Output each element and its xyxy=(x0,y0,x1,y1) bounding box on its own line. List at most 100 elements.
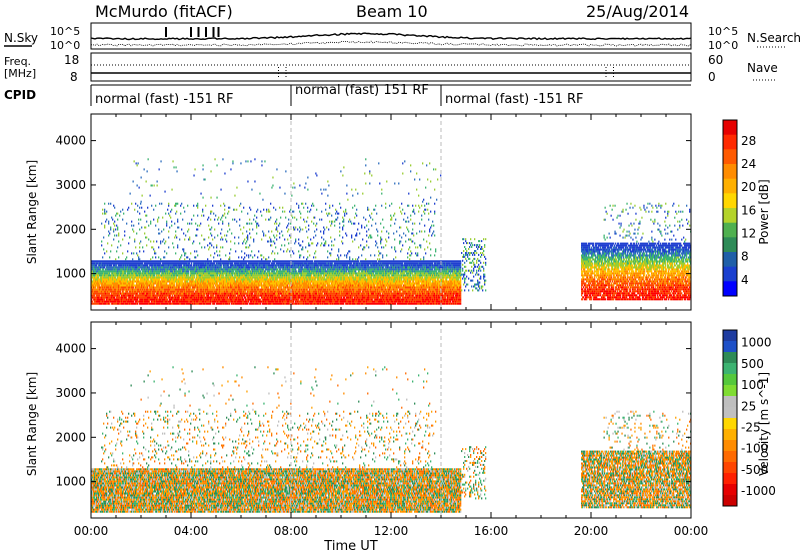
scatter-cell xyxy=(295,268,296,270)
scatter-cell xyxy=(157,297,158,299)
scatter-cell xyxy=(104,299,105,301)
scatter-cell xyxy=(179,287,180,289)
cpid-label: CPID xyxy=(4,88,36,102)
scatter-cell xyxy=(96,264,97,266)
scatter-cell xyxy=(204,295,205,297)
scatter-cell xyxy=(134,279,135,281)
scatter-cell xyxy=(208,295,209,297)
scatter-cell xyxy=(252,293,253,295)
scatter-cell xyxy=(95,287,96,289)
scatter-cell xyxy=(235,295,236,297)
beam-label: Beam 10 xyxy=(356,2,428,21)
scatter-cell xyxy=(269,270,270,272)
scatter-cell xyxy=(244,295,245,297)
scatter-cell xyxy=(104,266,105,268)
scatter-cell xyxy=(125,272,126,274)
scatter-cell xyxy=(258,287,259,289)
scatter-cell xyxy=(127,291,128,293)
scatter-cell xyxy=(119,295,120,297)
scatter-cell xyxy=(274,270,275,272)
scatter-cell xyxy=(228,264,229,266)
scatter-cell xyxy=(243,299,244,301)
scatter-cell xyxy=(302,266,303,268)
scatter-cell xyxy=(137,299,138,301)
scatter-cell xyxy=(154,293,155,295)
scatter-cell xyxy=(160,262,161,264)
scatter-cell xyxy=(133,301,134,303)
scatter-cell xyxy=(242,297,243,299)
scatter-cell xyxy=(99,285,100,287)
scatter-cell xyxy=(281,287,282,289)
scatter-cell xyxy=(109,272,110,274)
scatter-cell xyxy=(137,293,138,295)
scatter-cell xyxy=(179,297,180,299)
scatter-cell xyxy=(285,289,286,291)
scatter-cell xyxy=(92,301,93,303)
scatter-cell xyxy=(142,262,143,264)
scatter-cell xyxy=(277,279,278,281)
scatter-cell xyxy=(191,262,192,264)
scatter-cell xyxy=(116,264,117,266)
scatter-cell xyxy=(194,274,195,276)
scatter-cell xyxy=(265,270,266,272)
scatter-cell xyxy=(210,303,211,305)
scatter-cell xyxy=(182,281,183,283)
scatter-cell xyxy=(172,295,173,297)
scatter-cell xyxy=(159,279,160,281)
scatter-cell xyxy=(270,260,271,262)
scatter-cell xyxy=(114,297,115,299)
cpid-panel: CPID normal (fast) -151 RF normal (fast)… xyxy=(4,83,691,107)
scatter-cell xyxy=(133,287,134,289)
scatter-cell xyxy=(267,277,268,279)
scatter-cell xyxy=(181,264,182,266)
nave-right-tick-bottom: 0 xyxy=(708,70,716,84)
scatter-cell xyxy=(261,283,262,285)
power-scatter-cells xyxy=(91,158,691,304)
scatter-cell xyxy=(176,268,177,270)
scatter-cell xyxy=(213,295,214,297)
scatter-cell xyxy=(234,279,235,281)
scatter-cell xyxy=(229,303,230,305)
scatter-cell xyxy=(137,303,138,305)
scatter-cell xyxy=(260,299,261,301)
scatter-cell xyxy=(287,285,288,287)
freq-left-tick-top: 18 xyxy=(64,53,79,67)
noise-right-tick-top: 10^5 xyxy=(708,25,738,38)
scatter-cell xyxy=(127,279,128,281)
scatter-cell xyxy=(211,260,212,262)
scatter-cell xyxy=(214,287,215,289)
scatter-cell xyxy=(221,266,222,268)
scatter-cell xyxy=(170,301,171,303)
freq-left-tick-bottom: 8 xyxy=(70,70,78,84)
scatter-cell xyxy=(153,285,154,287)
scatter-cell xyxy=(123,291,124,293)
scatter-cell xyxy=(213,285,214,287)
scatter-cell xyxy=(174,285,175,287)
scatter-cell xyxy=(279,295,280,297)
noise-left-tick-top: 10^5 xyxy=(50,25,80,38)
scatter-cell xyxy=(274,262,275,264)
scatter-cell xyxy=(214,262,215,264)
scatter-cell xyxy=(139,268,140,270)
scatter-cell xyxy=(187,281,188,283)
scatter-cell xyxy=(312,260,313,262)
scatter-cell xyxy=(193,291,194,293)
scatter-cell xyxy=(221,264,222,266)
nave-label: Nave xyxy=(747,61,778,75)
scatter-cell xyxy=(280,268,281,270)
station-title: McMurdo (fitACF) xyxy=(95,2,233,21)
scatter-cell xyxy=(263,268,264,270)
scatter-cell xyxy=(133,283,134,285)
scatter-cell xyxy=(99,295,100,297)
scatter-cell xyxy=(188,274,189,276)
scatter-cell xyxy=(133,295,134,297)
scatter-cell xyxy=(268,287,269,289)
search-noise-trace xyxy=(91,41,691,46)
scatter-cell xyxy=(190,287,191,289)
scatter-cell xyxy=(245,297,246,299)
cpid-segment-3: normal (fast) -151 RF xyxy=(445,92,584,107)
scatter-cell xyxy=(115,277,116,279)
scatter-cell xyxy=(277,268,278,270)
scatter-cell xyxy=(120,291,121,293)
scatter-cell xyxy=(233,270,234,272)
